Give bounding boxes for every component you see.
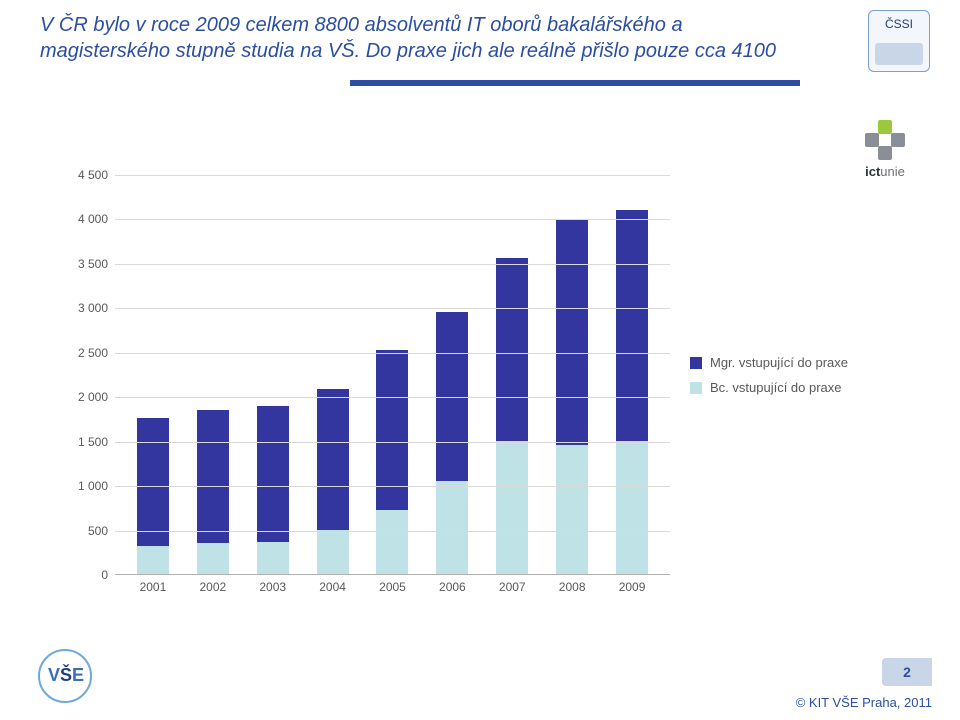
chart-gridline (115, 175, 670, 176)
chart-xtick: 2002 (199, 580, 226, 594)
chart-ytick: 3 500 (60, 257, 108, 271)
chart-ytick: 1 000 (60, 479, 108, 493)
ictunie-logo: ictunie (840, 120, 930, 179)
chart-xtick: 2005 (379, 580, 406, 594)
chart-bars (115, 175, 670, 574)
cssi-badge: ČSSI (868, 10, 930, 72)
chart-xtick: 2008 (559, 580, 586, 594)
chart-gridline (115, 397, 670, 398)
chart-xtick: 2006 (439, 580, 466, 594)
chart-bar (376, 350, 408, 574)
chart-bar-segment-bc (556, 445, 588, 574)
legend-swatch (690, 382, 702, 394)
chart-gridline (115, 353, 670, 354)
chart-xtick: 2001 (140, 580, 167, 594)
chart-ytick: 4 500 (60, 168, 108, 182)
chart-ytick: 2 000 (60, 390, 108, 404)
chart-bar (197, 410, 229, 574)
chart-plot-area: 05001 0001 5002 0002 5003 0003 5004 0004… (115, 175, 670, 575)
slide-title: V ČR bylo v roce 2009 celkem 8800 absolv… (40, 12, 780, 64)
chart-bar-segment-mgr (197, 410, 229, 543)
chart-gridline (115, 308, 670, 309)
legend-swatch (690, 357, 702, 369)
legend-item: Mgr. vstupující do praxe (690, 355, 848, 370)
chart-xtick: 2009 (619, 580, 646, 594)
vse-logo: VŠE (30, 649, 100, 704)
chart-legend: Mgr. vstupující do praxe Bc. vstupující d… (690, 355, 848, 405)
chart-bar (257, 406, 289, 574)
chart-gridline (115, 531, 670, 532)
chart-gridline (115, 219, 670, 220)
chart-bar-segment-bc (616, 441, 648, 574)
chart-xtick: 2003 (259, 580, 286, 594)
chart-xtick: 2004 (319, 580, 346, 594)
stacked-bar-chart: 05001 0001 5002 0002 5003 0003 5004 0004… (60, 175, 880, 605)
chart-bar-segment-mgr (317, 389, 349, 529)
cssi-label: ČSSI (885, 17, 913, 31)
page-number: 2 (903, 664, 911, 680)
legend-label: Mgr. vstupující do praxe (710, 355, 848, 370)
legend-label: Bc. vstupující do praxe (710, 380, 842, 395)
chart-bar-segment-mgr (616, 210, 648, 441)
chart-bar (436, 312, 468, 574)
chart-ytick: 2 500 (60, 346, 108, 360)
legend-item: Bc. vstupující do praxe (690, 380, 848, 395)
chart-bar-segment-bc (137, 546, 169, 574)
page-number-box: 2 (882, 658, 932, 686)
chart-bar-segment-bc (376, 510, 408, 574)
chart-bar-segment-bc (317, 530, 349, 574)
chart-gridline (115, 442, 670, 443)
chart-bar (496, 258, 528, 574)
chart-bar-segment-bc (496, 441, 528, 574)
chart-bar-segment-mgr (556, 220, 588, 445)
chart-gridline (115, 264, 670, 265)
footer-credit: © KIT VŠE Praha, 2011 (796, 695, 932, 710)
chart-ytick: 500 (60, 524, 108, 538)
chart-gridline (115, 486, 670, 487)
chart-bar (317, 389, 349, 574)
chart-bar-segment-mgr (137, 418, 169, 545)
chart-ytick: 1 500 (60, 435, 108, 449)
chart-xtick: 2007 (499, 580, 526, 594)
chart-bar-segment-bc (257, 542, 289, 574)
title-text: V ČR bylo v roce 2009 celkem 8800 absolv… (40, 12, 780, 64)
chart-bar-segment-bc (197, 543, 229, 574)
chart-bar-segment-mgr (257, 406, 289, 542)
chart-ytick: 0 (60, 568, 108, 582)
chart-ytick: 3 000 (60, 301, 108, 315)
title-underline (350, 80, 800, 86)
chart-ytick: 4 000 (60, 212, 108, 226)
ictunie-icon (865, 120, 905, 160)
chart-bar-segment-bc (436, 481, 468, 574)
chart-bar-segment-mgr (496, 258, 528, 440)
